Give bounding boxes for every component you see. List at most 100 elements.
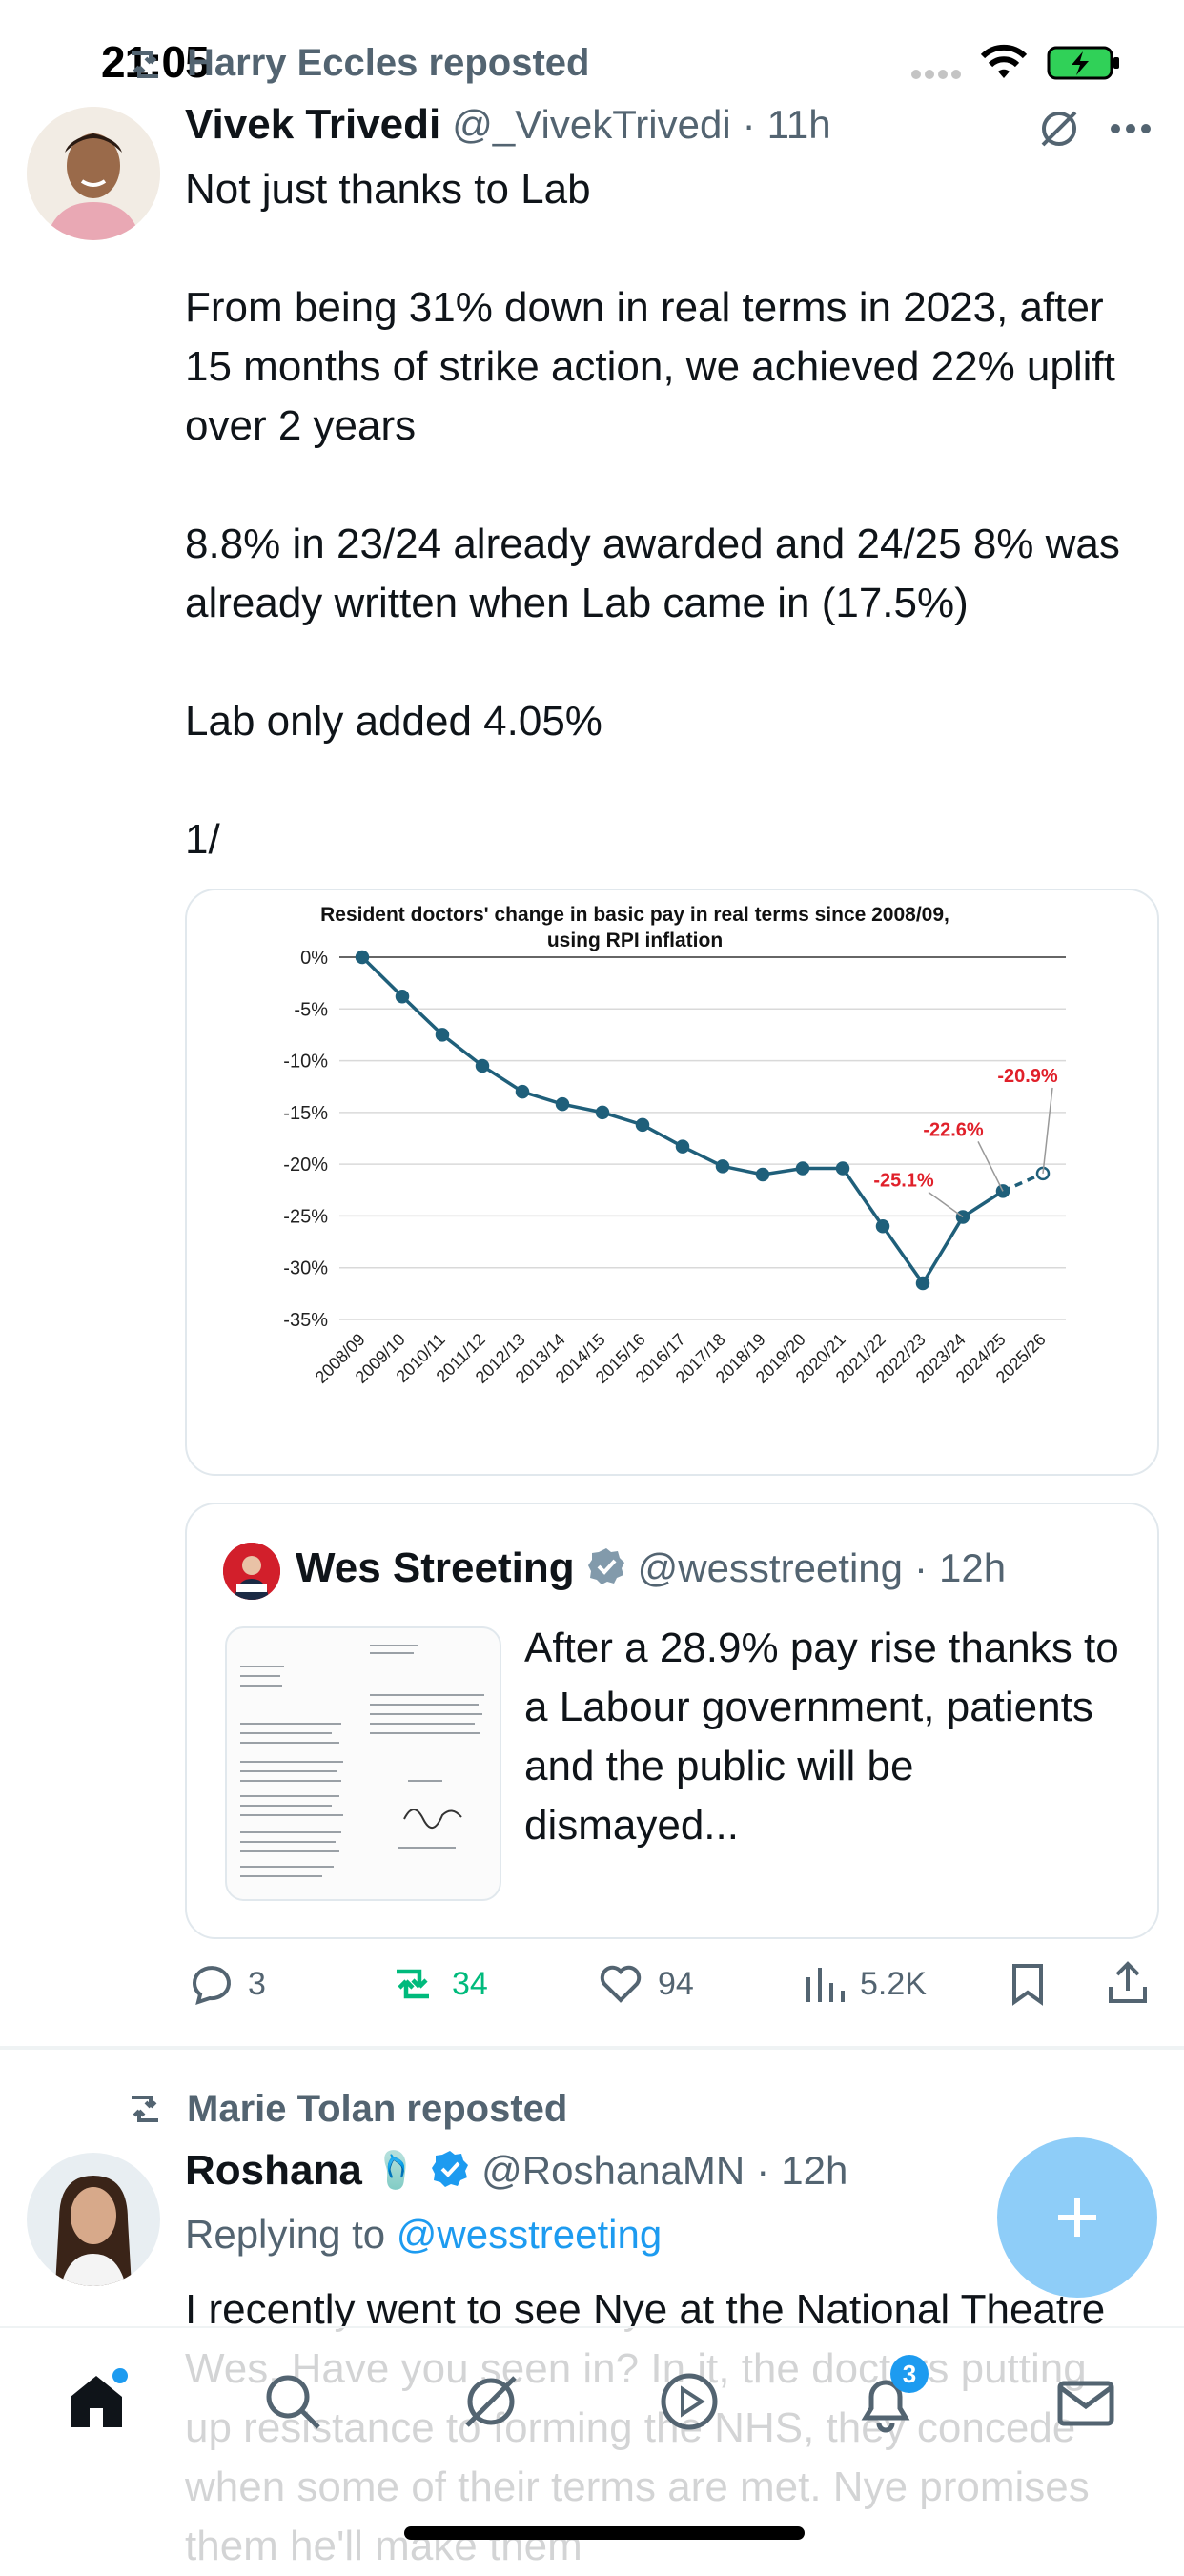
bookmark-icon	[1012, 1964, 1043, 2006]
repost-button[interactable]: 34	[387, 1962, 488, 2006]
quote-avatar[interactable]	[223, 1543, 280, 1600]
repost-icon	[397, 1969, 429, 1999]
quote-timestamp[interactable]: 12h	[939, 1545, 1007, 1590]
quote-author-handle[interactable]: @wesstreeting	[637, 1545, 904, 1590]
reposted-by-label: Harry Eccles reposted	[187, 42, 590, 84]
battery-icon	[1047, 44, 1123, 87]
chart-title: Resident doctors' change in basic pay in…	[320, 904, 949, 951]
views-button[interactable]: 5.2K	[803, 1962, 927, 2006]
repost-icon	[124, 2090, 166, 2133]
quote-thumbnail[interactable]	[225, 1626, 501, 1901]
plus-icon	[1058, 2198, 1096, 2237]
bottom-tab-bar: 3	[0, 2326, 1184, 2565]
timestamp[interactable]: 12h	[781, 2148, 848, 2193]
reply-count: 3	[248, 1965, 266, 2002]
tab-notifications[interactable]: 3	[852, 2355, 929, 2440]
data-point	[715, 1159, 730, 1174]
quote-author-name[interactable]: Wes Streeting	[296, 1544, 575, 1591]
data-point	[675, 1139, 690, 1154]
quote-text: After a 28.9% pay rise thanks to a Labou…	[524, 1625, 1119, 1849]
data-point	[555, 1096, 570, 1112]
data-point	[795, 1161, 810, 1176]
series-line	[360, 955, 1004, 1287]
bookmark-button[interactable]	[1009, 1962, 1047, 2011]
data-point	[635, 1117, 650, 1133]
y-tick-label: -15%	[283, 1103, 328, 1124]
data-point	[395, 990, 410, 1004]
avatar[interactable]	[27, 2153, 160, 2286]
like-count: 94	[658, 1965, 694, 2002]
author-handle[interactable]: @_VivekTrivedi	[452, 102, 731, 147]
play-icon	[661, 2373, 718, 2430]
data-point	[995, 1184, 1010, 1198]
y-tick-label: -25%	[283, 1206, 328, 1227]
series-line-projected	[1002, 1172, 1044, 1193]
reposted-by-label: Marie Tolan reposted	[187, 2088, 568, 2130]
grok-icon[interactable]	[1037, 107, 1081, 155]
mail-icon	[1057, 2381, 1114, 2426]
annotation-leader	[1042, 1087, 1053, 1174]
chart-image[interactable]: 0% -5% -10% -15% -20% -25% -30% -35% 2008/09 2009…	[185, 889, 1159, 1476]
notifications-badge: 3	[890, 2355, 929, 2393]
data-point	[835, 1161, 850, 1176]
views-count: 5.2K	[860, 1965, 927, 2002]
tweet-divider	[0, 2046, 1184, 2050]
like-button[interactable]: 94	[597, 1962, 694, 2006]
annotation-leader	[977, 1141, 1004, 1192]
heart-icon	[600, 1965, 642, 2003]
bone-emoji: 🩴	[373, 2151, 419, 2191]
pay-chart: 0%-5%-10%-15%-20%-25%-30%-35%2008/092009…	[283, 948, 1066, 1387]
author-name[interactable]: Vivek Trivedi	[185, 101, 441, 148]
replying-to-link[interactable]: @wesstreeting	[396, 2212, 663, 2257]
author-name[interactable]: Roshana	[185, 2147, 362, 2194]
tweet-text: Not just thanks to Lab From being 31% do…	[185, 166, 1120, 863]
data-point	[915, 1276, 930, 1291]
y-tick-label: -20%	[283, 1155, 328, 1176]
compose-button[interactable]	[997, 2137, 1157, 2298]
quote-tweet[interactable]: Wes Streeting @wesstreeting · 12h After	[185, 1503, 1159, 1939]
y-tick-label: -35%	[283, 1310, 328, 1331]
tab-search[interactable]	[259, 2368, 326, 2440]
tab-video[interactable]	[656, 2368, 723, 2440]
data-label: -22.6%	[923, 1119, 984, 1140]
separator-dot: ·	[742, 102, 756, 147]
avatar[interactable]	[27, 107, 160, 240]
verified-badge-icon	[430, 2149, 470, 2194]
repost-icon	[124, 46, 166, 89]
data-point	[475, 1058, 490, 1073]
timestamp[interactable]: 11h	[766, 102, 831, 147]
data-point	[515, 1084, 530, 1099]
grok-icon	[465, 2376, 517, 2427]
annotation-leader	[928, 1191, 964, 1218]
data-point	[435, 1028, 450, 1042]
bell-icon	[861, 2380, 910, 2433]
tab-messages[interactable]	[1052, 2370, 1119, 2442]
y-tick-label: -30%	[283, 1258, 328, 1279]
home-indicator	[404, 2526, 805, 2540]
data-label: -25.1%	[873, 1171, 934, 1192]
data-point	[595, 1105, 610, 1120]
views-icon	[806, 1968, 845, 2002]
separator-dot: ·	[756, 2148, 770, 2193]
repost-count: 34	[452, 1965, 488, 2002]
replying-to-label: Replying to	[185, 2212, 386, 2257]
home-icon	[71, 2368, 128, 2427]
share-button[interactable]	[1106, 1960, 1150, 2011]
status-time: 21:05	[101, 37, 210, 87]
more-icon[interactable]	[1110, 122, 1152, 139]
reply-icon	[192, 1966, 231, 2006]
y-tick-label: -5%	[294, 999, 328, 1020]
reply-button[interactable]: 3	[187, 1962, 266, 2006]
wifi-icon	[980, 44, 1028, 87]
tab-grok[interactable]	[458, 2368, 524, 2440]
data-point	[355, 950, 370, 965]
verified-badge-icon	[586, 1546, 626, 1591]
search-icon	[266, 2375, 320, 2429]
share-icon	[1109, 1961, 1147, 2003]
data-point	[755, 1167, 770, 1182]
y-tick-label: -10%	[283, 1052, 328, 1073]
author-handle[interactable]: @RoshanaMN	[481, 2148, 745, 2193]
tab-home[interactable]	[63, 2366, 130, 2438]
quote-separator-dot: ·	[914, 1545, 929, 1590]
cellular-signal-icon	[910, 65, 964, 89]
